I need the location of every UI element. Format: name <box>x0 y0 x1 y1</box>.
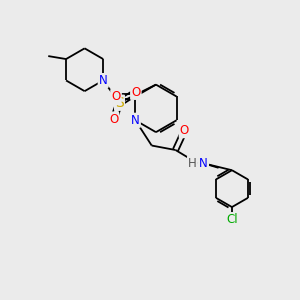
Text: Cl: Cl <box>226 213 238 226</box>
Text: O: O <box>131 86 140 99</box>
Text: O: O <box>111 90 121 103</box>
Text: H: H <box>188 157 197 170</box>
Text: S: S <box>115 96 124 110</box>
Text: O: O <box>180 124 189 137</box>
Text: N: N <box>131 114 140 127</box>
Text: N: N <box>131 114 140 127</box>
Text: N: N <box>199 157 208 170</box>
Text: O: O <box>180 124 189 137</box>
Text: O: O <box>111 90 121 103</box>
Text: N: N <box>99 74 107 87</box>
Text: O: O <box>131 86 140 99</box>
Text: Cl: Cl <box>226 213 238 226</box>
Text: H: H <box>188 157 197 170</box>
Text: O: O <box>109 112 118 126</box>
Text: O: O <box>109 112 118 126</box>
Text: N: N <box>99 74 107 87</box>
Text: N: N <box>199 157 208 170</box>
Text: S: S <box>115 96 124 109</box>
